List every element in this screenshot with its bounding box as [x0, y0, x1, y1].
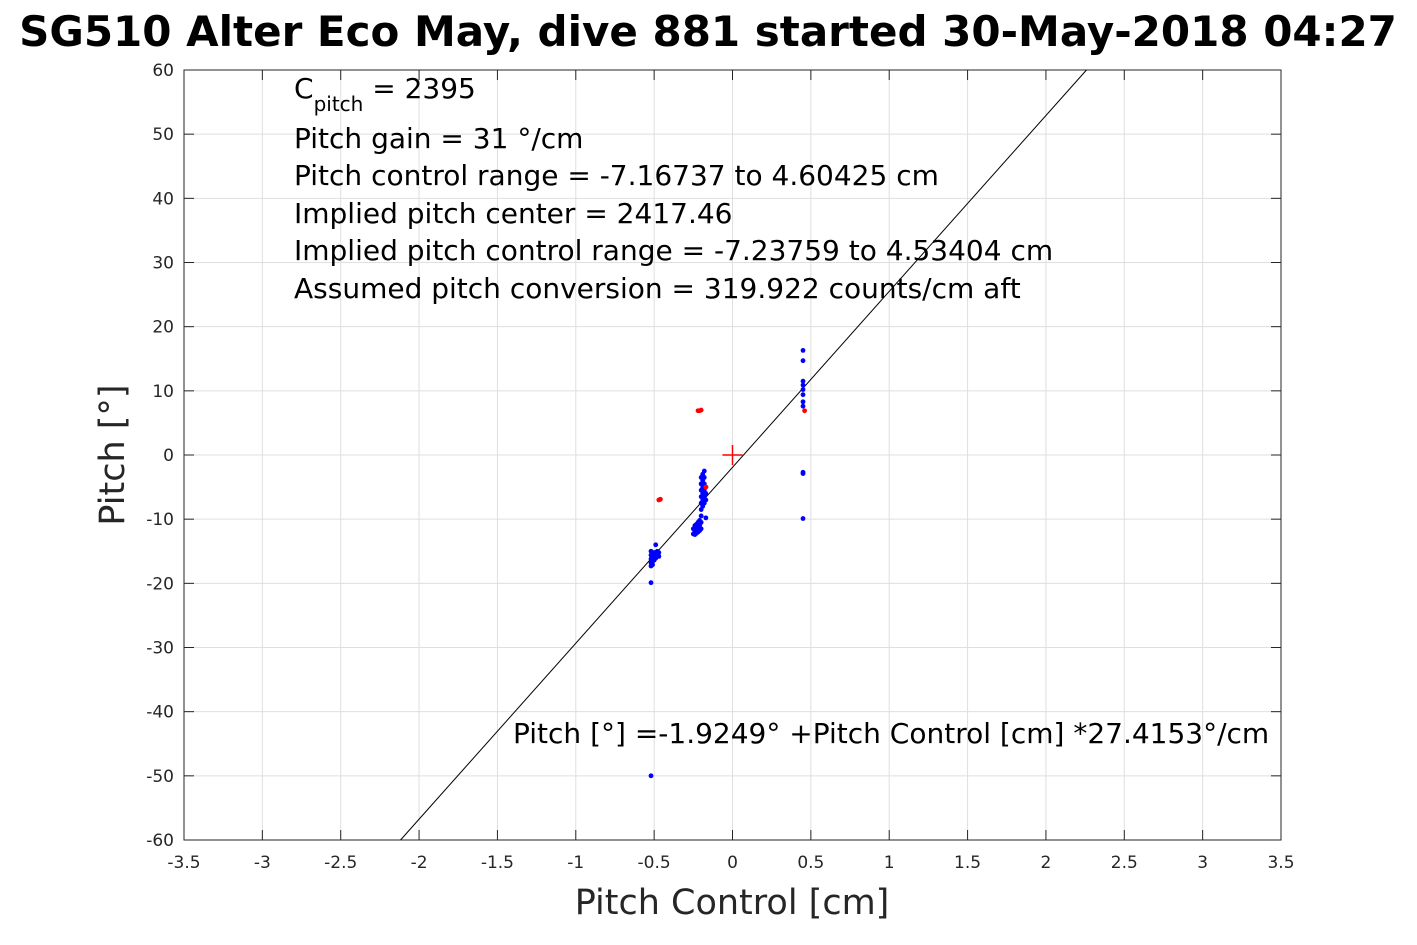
data-point-blue: [800, 358, 806, 364]
x-tick-label: -3: [254, 853, 271, 873]
data-point-blue: [653, 542, 659, 548]
x-tick-label: 0: [727, 853, 738, 873]
data-point-blue: [656, 550, 662, 555]
implied-pitch-center-annotation: Implied pitch center = 2417.46: [294, 197, 732, 230]
data-point-blue: [703, 497, 709, 503]
y-tick-labels: -60 -50 -40 -30 -20 -10 0 10 20 30 40 50 60: [146, 61, 174, 851]
data-point-blue: [703, 515, 709, 521]
y-tick-label: 30: [152, 254, 174, 274]
chart-title: SG510 Alter Eco May, dive 881 started 30…: [19, 7, 1397, 56]
y-tick-label: 10: [152, 382, 174, 402]
y-tick-label: -30: [146, 639, 174, 659]
y-tick-label: 20: [152, 318, 174, 338]
y-tick-label: 0: [163, 446, 174, 466]
pitch-control-range-annotation: Pitch control range = -7.16737 to 4.6042…: [294, 159, 939, 192]
data-point-blue: [698, 513, 704, 519]
y-tick-label: 60: [152, 61, 174, 81]
data-point-red: [658, 496, 663, 502]
axis-ticks: [183, 69, 1282, 841]
x-tick-label: -0.5: [638, 853, 671, 873]
data-point-blue: [703, 491, 709, 496]
c-pitch-value: = 2395: [363, 72, 476, 105]
x-tick-label: 3.5: [1267, 853, 1294, 873]
c-pitch-main: C: [294, 72, 314, 105]
data-point-red: [703, 484, 709, 490]
y-tick-label: -20: [146, 574, 174, 594]
fit-equation-annotation: Pitch [°] =-1.9249° +Pitch Control [cm] …: [513, 717, 1269, 750]
x-tick-labels: -3.5 -3 -2.5 -2 -1.5 -1 -0.5 0 0.5 1 1.5 2 2.5 3 3.5: [167, 853, 1294, 873]
data-point-blue: [800, 516, 806, 521]
y-axis-label: Pitch [°]: [93, 384, 133, 525]
data-point-blue: [648, 580, 654, 586]
center-marker: [722, 445, 743, 465]
y-tick-label: 40: [152, 189, 174, 209]
x-tick-label: -3.5: [167, 853, 200, 873]
data-points: [648, 348, 807, 779]
y-tick-label: -60: [146, 831, 174, 851]
data-point-blue: [800, 382, 806, 388]
data-point-blue: [800, 378, 806, 384]
data-point-blue: [701, 468, 707, 474]
grid: [183, 69, 1282, 841]
x-tick-label: 2.5: [1111, 853, 1138, 873]
x-tick-label: -1: [567, 853, 584, 873]
x-tick-label: 1: [884, 853, 895, 873]
x-tick-label: 0.5: [797, 853, 824, 873]
c-pitch-subscript: pitch: [314, 92, 364, 116]
data-point-blue: [800, 392, 806, 398]
y-tick-label: -10: [146, 510, 174, 530]
data-point-red: [698, 407, 704, 413]
data-point-blue: [800, 403, 806, 409]
x-tick-label: -2.5: [324, 853, 357, 873]
data-point-blue: [656, 553, 662, 559]
y-tick-label: 50: [152, 125, 174, 145]
data-point-blue: [698, 526, 704, 532]
data-point-red: [802, 408, 807, 414]
data-point-blue: [800, 471, 806, 477]
data-point-blue: [650, 562, 655, 568]
y-tick-label: -40: [146, 703, 174, 723]
pitch-gain-annotation: Pitch gain = 31 °/cm: [294, 122, 583, 155]
c-pitch-annotation: Cpitch = 2395: [294, 72, 476, 116]
x-tick-label: 1.5: [954, 853, 981, 873]
y-tick-label: -50: [146, 767, 174, 787]
x-tick-label: -1.5: [481, 853, 514, 873]
data-point-blue: [698, 519, 704, 525]
data-point-blue: [800, 387, 806, 392]
fit-line: [400, 69, 1087, 841]
assumed-pitch-conversion-annotation: Assumed pitch conversion = 319.922 count…: [294, 272, 1021, 305]
x-tick-label: -2: [411, 853, 428, 873]
x-tick-label: 2: [1041, 853, 1052, 873]
implied-pitch-control-range-annotation: Implied pitch control range = -7.23759 t…: [294, 234, 1053, 267]
x-axis-label: Pitch Control [cm]: [575, 883, 890, 923]
data-point-blue: [701, 475, 707, 480]
data-point-blue: [800, 399, 806, 405]
data-point-blue: [648, 773, 654, 779]
x-tick-label: 3: [1197, 853, 1208, 873]
data-point-blue: [800, 348, 806, 353]
